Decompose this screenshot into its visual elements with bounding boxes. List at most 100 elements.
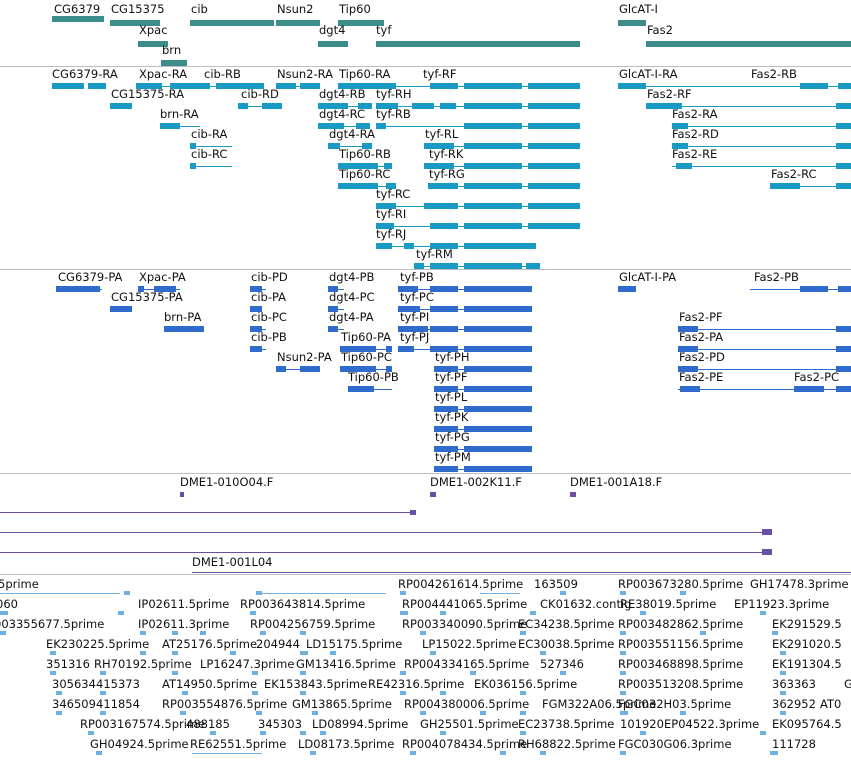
est-label-ek036156-5prime[interactable]: EK036156.5prime bbox=[474, 677, 578, 691]
est-label-rp003468898-5prime[interactable]: RP003468898.5prime bbox=[618, 657, 744, 671]
transcript-exon-tyf-rj[interactable] bbox=[376, 243, 392, 249]
est-label-111728[interactable]: 111728 bbox=[772, 737, 816, 751]
gene-bar-cib[interactable] bbox=[190, 20, 274, 26]
protein-exon-tyf-pc[interactable] bbox=[430, 306, 458, 312]
est-feature[interactable] bbox=[300, 731, 306, 735]
transcript-exon-tyf-rg[interactable] bbox=[528, 183, 580, 189]
transcript-label-fas2-re[interactable]: Fas2-RE bbox=[672, 147, 718, 161]
transcript-exon-tyf-rf[interactable] bbox=[464, 83, 522, 89]
est-feature[interactable] bbox=[252, 691, 258, 695]
est-label-at14950-5prime[interactable]: AT14950.5prime bbox=[162, 677, 258, 691]
est-label-ld08173-5prime[interactable]: LD08173.5prime bbox=[298, 737, 395, 751]
transcript-exon-tyf-rf[interactable] bbox=[430, 83, 458, 89]
protein-exon-tyf-ph[interactable] bbox=[522, 366, 532, 372]
est-label-5prime[interactable]: 5prime bbox=[0, 577, 39, 591]
transcript-exon-dgt4-rb[interactable] bbox=[358, 103, 372, 109]
transcript-exon-fas2-rb[interactable] bbox=[838, 83, 851, 89]
protein-exon-dgt4-pa[interactable] bbox=[328, 326, 338, 332]
est-feature[interactable] bbox=[310, 751, 316, 755]
est-feature[interactable] bbox=[640, 611, 646, 615]
gene-label-tip60[interactable]: Tip60 bbox=[339, 2, 371, 16]
transcript-exon-brn-ra[interactable] bbox=[160, 123, 180, 129]
est-feature[interactable] bbox=[620, 751, 626, 755]
est-label-ck01632-contig[interactable]: CK01632.contig bbox=[540, 597, 632, 611]
est-feature[interactable] bbox=[560, 671, 566, 675]
transcript-exon-tyf-rf[interactable] bbox=[528, 83, 580, 89]
est-label-ld08994-5prime[interactable]: LD08994.5prime bbox=[312, 717, 409, 731]
est-feature[interactable] bbox=[440, 731, 446, 735]
protein-exon-fas2-pd[interactable] bbox=[836, 366, 851, 372]
gene-label-nsun2[interactable]: Nsun2 bbox=[277, 2, 314, 16]
protein-exon-cib-pc[interactable] bbox=[250, 326, 262, 332]
est-feature[interactable] bbox=[256, 591, 262, 595]
est-label-527346[interactable]: 527346 bbox=[540, 657, 584, 671]
est-feature[interactable] bbox=[210, 731, 216, 735]
transcript-exon-tyf-rk[interactable] bbox=[464, 163, 522, 169]
transcript-exon-cib-rd[interactable] bbox=[238, 103, 248, 109]
transcript-exon-tip60-ra[interactable] bbox=[338, 83, 376, 89]
protein-exon-cg15375-pa[interactable] bbox=[110, 306, 132, 312]
transcript-label-tip60-rb[interactable]: Tip60-RB bbox=[339, 147, 391, 161]
est-label-re62551-5prime[interactable]: RE62551.5prime bbox=[190, 737, 287, 751]
est-label-rp004078434-5prime[interactable]: RP004078434.5prime bbox=[402, 737, 528, 751]
protein-exon-xpac-pa[interactable] bbox=[154, 286, 176, 292]
transcript-exon-cib-rd[interactable] bbox=[262, 103, 282, 109]
protein-label-tyf-pl[interactable]: tyf-PL bbox=[435, 390, 468, 404]
transcript-label-cib-rd[interactable]: cib-RD bbox=[241, 87, 279, 101]
transcript-exon-tyf-rj[interactable] bbox=[464, 243, 522, 249]
est-feature[interactable] bbox=[760, 731, 766, 735]
protein-exon-tyf-pl[interactable] bbox=[464, 406, 522, 412]
est-label-fgc030g06-3prime[interactable]: FGC030G06.3prime bbox=[618, 737, 732, 751]
est-feature[interactable] bbox=[520, 691, 526, 695]
est-label-ec34238-5prime[interactable]: EC34238.5prime bbox=[518, 617, 615, 631]
transcript-label-dgt4-ra[interactable]: dgt4-RA bbox=[329, 127, 375, 141]
transcript-label-dgt4-rb[interactable]: dgt4-RB bbox=[319, 87, 366, 101]
est-label-rp003673280-5prime[interactable]: RP003673280.5prime bbox=[618, 577, 744, 591]
est-label-rp004334165-5prime[interactable]: RP004334165.5prime bbox=[404, 657, 530, 671]
transcript-label-tyf-rc[interactable]: tyf-RC bbox=[376, 187, 411, 201]
est-label-363363[interactable]: 363363 bbox=[772, 677, 816, 691]
est-span[interactable] bbox=[192, 753, 262, 754]
est-feature[interactable] bbox=[400, 671, 406, 675]
est-label-ek095764-5[interactable]: EK095764.5 bbox=[772, 717, 842, 731]
clone-span-dme1-001l04[interactable] bbox=[192, 572, 851, 573]
est-label-rp003643814-5prime[interactable]: RP003643814.5prime bbox=[240, 597, 366, 611]
est-label-003355677-5prime[interactable]: 003355677.5prime bbox=[0, 617, 105, 631]
est-label-fgm322a06-5prime[interactable]: FGM322A06.5prime bbox=[542, 697, 657, 711]
protein-exon-tyf-pj[interactable] bbox=[430, 346, 458, 352]
est-feature[interactable] bbox=[620, 711, 628, 715]
transcript-exon-tyf-rb[interactable] bbox=[528, 123, 580, 129]
est-feature[interactable] bbox=[300, 671, 306, 675]
est-feature[interactable] bbox=[300, 651, 308, 655]
est-feature[interactable] bbox=[256, 711, 262, 715]
est-label-415373[interactable]: 415373 bbox=[96, 677, 140, 691]
est-label-rp003167574-5prime[interactable]: RP003167574.5prime bbox=[80, 717, 206, 731]
protein-exon-cib-pa[interactable] bbox=[250, 306, 262, 312]
transcript-exon-nsun2-ra[interactable] bbox=[276, 83, 296, 89]
transcript-exon-dgt4-ra[interactable] bbox=[362, 143, 372, 149]
transcript-exon-fas2-re[interactable] bbox=[676, 163, 692, 169]
est-label-re38019-5prime[interactable]: RE38019.5prime bbox=[620, 597, 717, 611]
est-feature[interactable] bbox=[124, 591, 130, 595]
protein-exon-tyf-pm[interactable] bbox=[522, 466, 532, 472]
est-label-ek291529-5[interactable]: EK291529.5 bbox=[772, 617, 842, 631]
est-label-ec23738-5prime[interactable]: EC23738.5prime bbox=[518, 717, 615, 731]
est-feature[interactable] bbox=[772, 631, 778, 635]
protein-exon-fas2-pc[interactable] bbox=[794, 386, 824, 392]
est-feature[interactable] bbox=[400, 611, 408, 615]
est-label-204944[interactable]: 204944 bbox=[256, 637, 300, 651]
est-label-rp003340090-5prime[interactable]: RP003340090.5prime bbox=[402, 617, 528, 631]
transcript-exon-glcat-i-ra[interactable] bbox=[618, 83, 646, 89]
transcript-exon-dgt4-rc[interactable] bbox=[318, 123, 344, 129]
clone-label-dme1-001l04[interactable]: DME1-001L04 bbox=[192, 555, 273, 569]
transcript-exon-tyf-ri[interactable] bbox=[376, 223, 394, 229]
gene-label-glcat-i[interactable]: GlcAT-I bbox=[619, 2, 658, 16]
gene-bar-glcat-i[interactable] bbox=[618, 20, 646, 26]
transcript-label-tyf-rh[interactable]: tyf-RH bbox=[376, 87, 412, 101]
protein-exon-tip60-pa[interactable] bbox=[386, 346, 392, 352]
transcript-exon-tyf-rc[interactable] bbox=[528, 203, 580, 209]
transcript-exon-fas2-rf[interactable] bbox=[646, 103, 682, 109]
protein-exon-tyf-pk[interactable] bbox=[464, 426, 522, 432]
transcript-label-glcat-i-ra[interactable]: GlcAT-I-RA bbox=[619, 67, 678, 81]
est-label-101920[interactable]: 101920 bbox=[620, 717, 664, 731]
